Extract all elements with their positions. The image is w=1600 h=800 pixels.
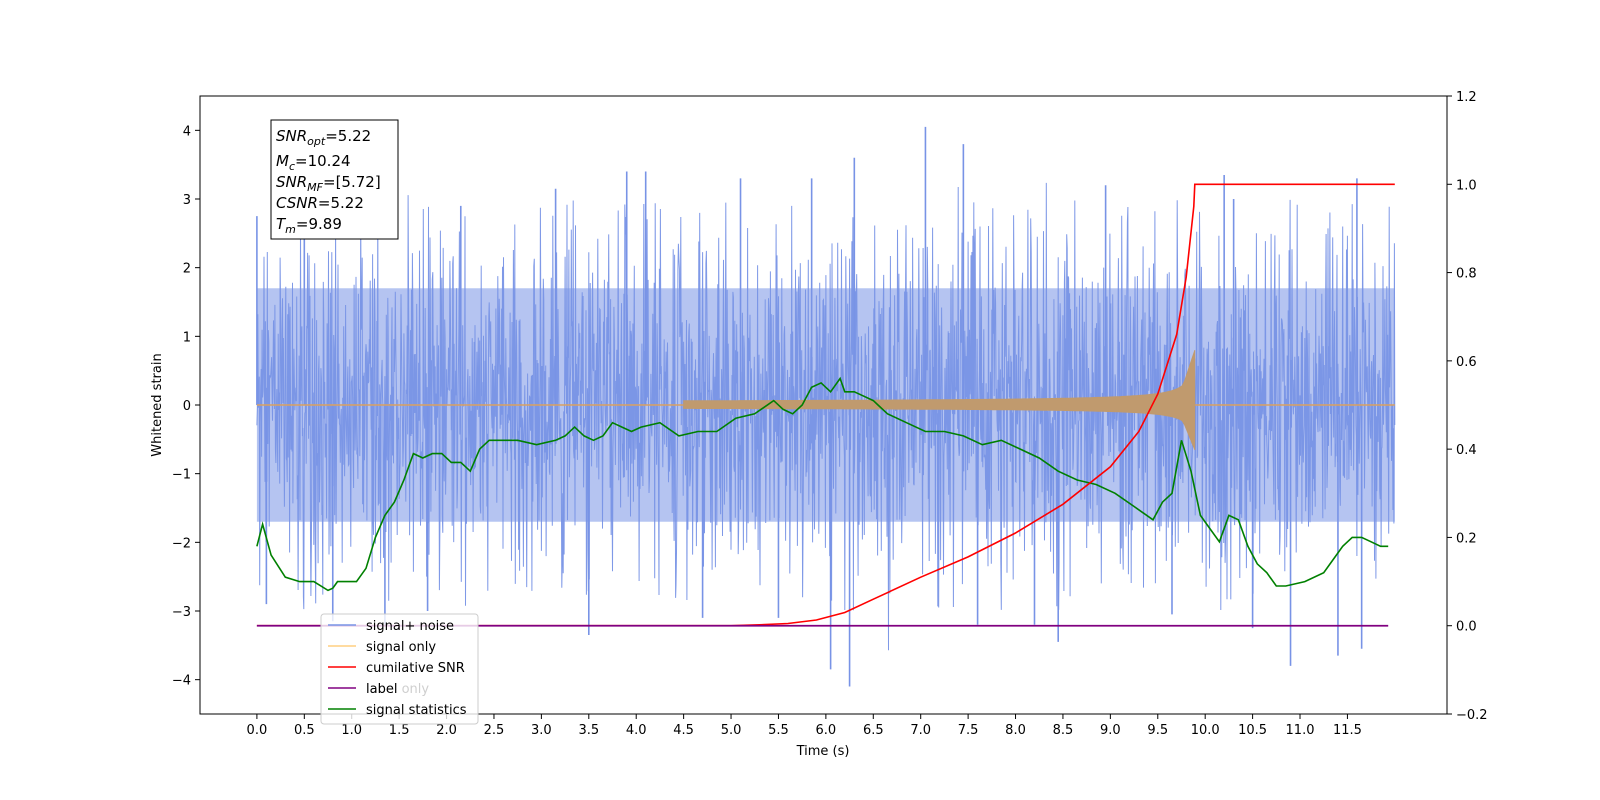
legend-label-signal-plus-noise: signal+ noise [366,619,454,634]
x-tick-label: 3.0 [531,723,552,738]
x-tick-label: 0.0 [247,723,268,738]
y2-tick-label: 0.2 [1456,531,1477,546]
x-tick-label: 9.0 [1100,723,1121,738]
annotation-line-tm: Tm=9.89 [276,215,342,236]
x-axis: 0.0 0.5 1.0 1.5 2.0 2.5 3.0 3.5 4.0 4.5 5.0 5.5 6.0 6… [247,714,1362,738]
x-tick-label: 2.0 [436,723,457,738]
annotation-snr-opt-value: =5.22 [325,127,371,145]
y-tick-label: 3 [183,193,191,208]
y-tick-label: 2 [183,262,191,277]
x-tick-label: 0.5 [294,723,315,738]
y-axis-left: 4 3 2 1 0 −1 −2 −3 −4 [172,124,200,689]
x-tick-label: 1.0 [341,723,362,738]
y-tick-label: −3 [172,605,191,620]
x-tick-label: 10.0 [1191,723,1220,738]
series-signal-statistics [256,376,1389,592]
legend-ghost-text: label only [366,682,429,697]
y-tick-label: 1 [183,330,191,345]
y-tick-label: −4 [172,674,191,689]
x-axis-label: Time (s) [796,744,850,759]
stats-annotation-box: SNRopt=5.22 Mc=10.24 SNRMF=[5.72] CSNR=5… [270,119,399,240]
signal-only-chirp [683,349,1196,451]
y-axis-right: 1.2 1.0 0.8 0.6 0.4 0.2 0.0 −0.2 [1447,90,1488,723]
annotation-snr-mf-main: SNR [276,173,307,191]
annotation-frame [270,119,399,240]
annotation-snr-opt-main: SNR [276,127,307,145]
x-tick-label: 9.5 [1147,723,1168,738]
y2-tick-label: 0.4 [1456,443,1477,458]
annotation-csnr-main: CSNR [276,194,318,212]
legend-label-cumulative-snr: cumilative SNR [366,661,465,676]
annotation-tm-main: T [276,215,287,233]
x-tick-label: 5.5 [768,723,789,738]
y2-tick-label: 1.2 [1456,90,1477,105]
x-tick-label: 8.5 [1053,723,1074,738]
annotation-line-chirp-mass: Mc=10.24 [276,152,351,173]
y-tick-label: 0 [183,399,191,414]
y2-tick-label: 0.0 [1456,620,1477,635]
x-tick-label: 11.0 [1286,723,1315,738]
x-tick-label: 1.5 [389,723,410,738]
annotation-snr-mf-sub: MF [307,181,323,194]
y2-tick-label: 0.8 [1456,267,1477,282]
y-axis-label: Whitened strain [150,353,165,456]
x-tick-label: 6.5 [863,723,884,738]
annotation-line-snr-mf: SNRMF=[5.72] [276,173,381,194]
x-tick-label: 6.0 [816,723,837,738]
series-signal-only [256,349,1395,451]
legend-label-label: label [366,682,397,697]
x-tick-label: 5.0 [721,723,742,738]
annotation-mc-value: =10.24 [295,152,351,170]
annotation-line-snr-opt: SNRopt=5.22 [276,127,371,148]
annotation-tm-value: =9.89 [296,215,342,233]
annotation-mc-main: M [276,152,289,170]
annotation-mc-sub: c [289,160,295,173]
x-tick-label: 10.5 [1238,723,1267,738]
x-tick-label: 7.5 [958,723,979,738]
y-tick-label: 4 [183,124,191,139]
annotation-snr-opt-sub: opt [307,135,326,148]
legend-label-signal-only: signal only [366,640,436,655]
y2-tick-label: 1.0 [1456,178,1477,193]
y-tick-label: −2 [172,536,191,551]
annotation-tm-sub: m [285,223,296,236]
legend-label-signal-statistics: signal statistics [366,703,467,718]
series-cumulative-snr [256,183,1395,627]
legend-frame [320,613,479,725]
x-tick-label: 3.5 [578,723,599,738]
y2-tick-label: 0.6 [1456,355,1477,370]
x-tick-label: 7.0 [910,723,931,738]
annotation-snr-mf-value: =[5.72] [323,173,381,191]
y2-tick-label: −0.2 [1456,708,1488,723]
plot-area [256,126,1396,687]
cumulative-snr-line [256,183,1395,627]
signal-statistics-line [256,376,1389,592]
x-tick-label: 4.0 [626,723,647,738]
legend: label only signal+ noise signal only cum… [320,613,479,725]
annotation-csnr-value: =5.22 [318,194,364,212]
x-tick-label: 2.5 [484,723,505,738]
x-tick-label: 4.5 [673,723,694,738]
x-tick-label: 8.0 [1005,723,1026,738]
y-tick-label: −1 [172,468,191,483]
annotation-line-csnr: CSNR=5.22 [276,194,364,212]
x-tick-label: 11.5 [1333,723,1362,738]
